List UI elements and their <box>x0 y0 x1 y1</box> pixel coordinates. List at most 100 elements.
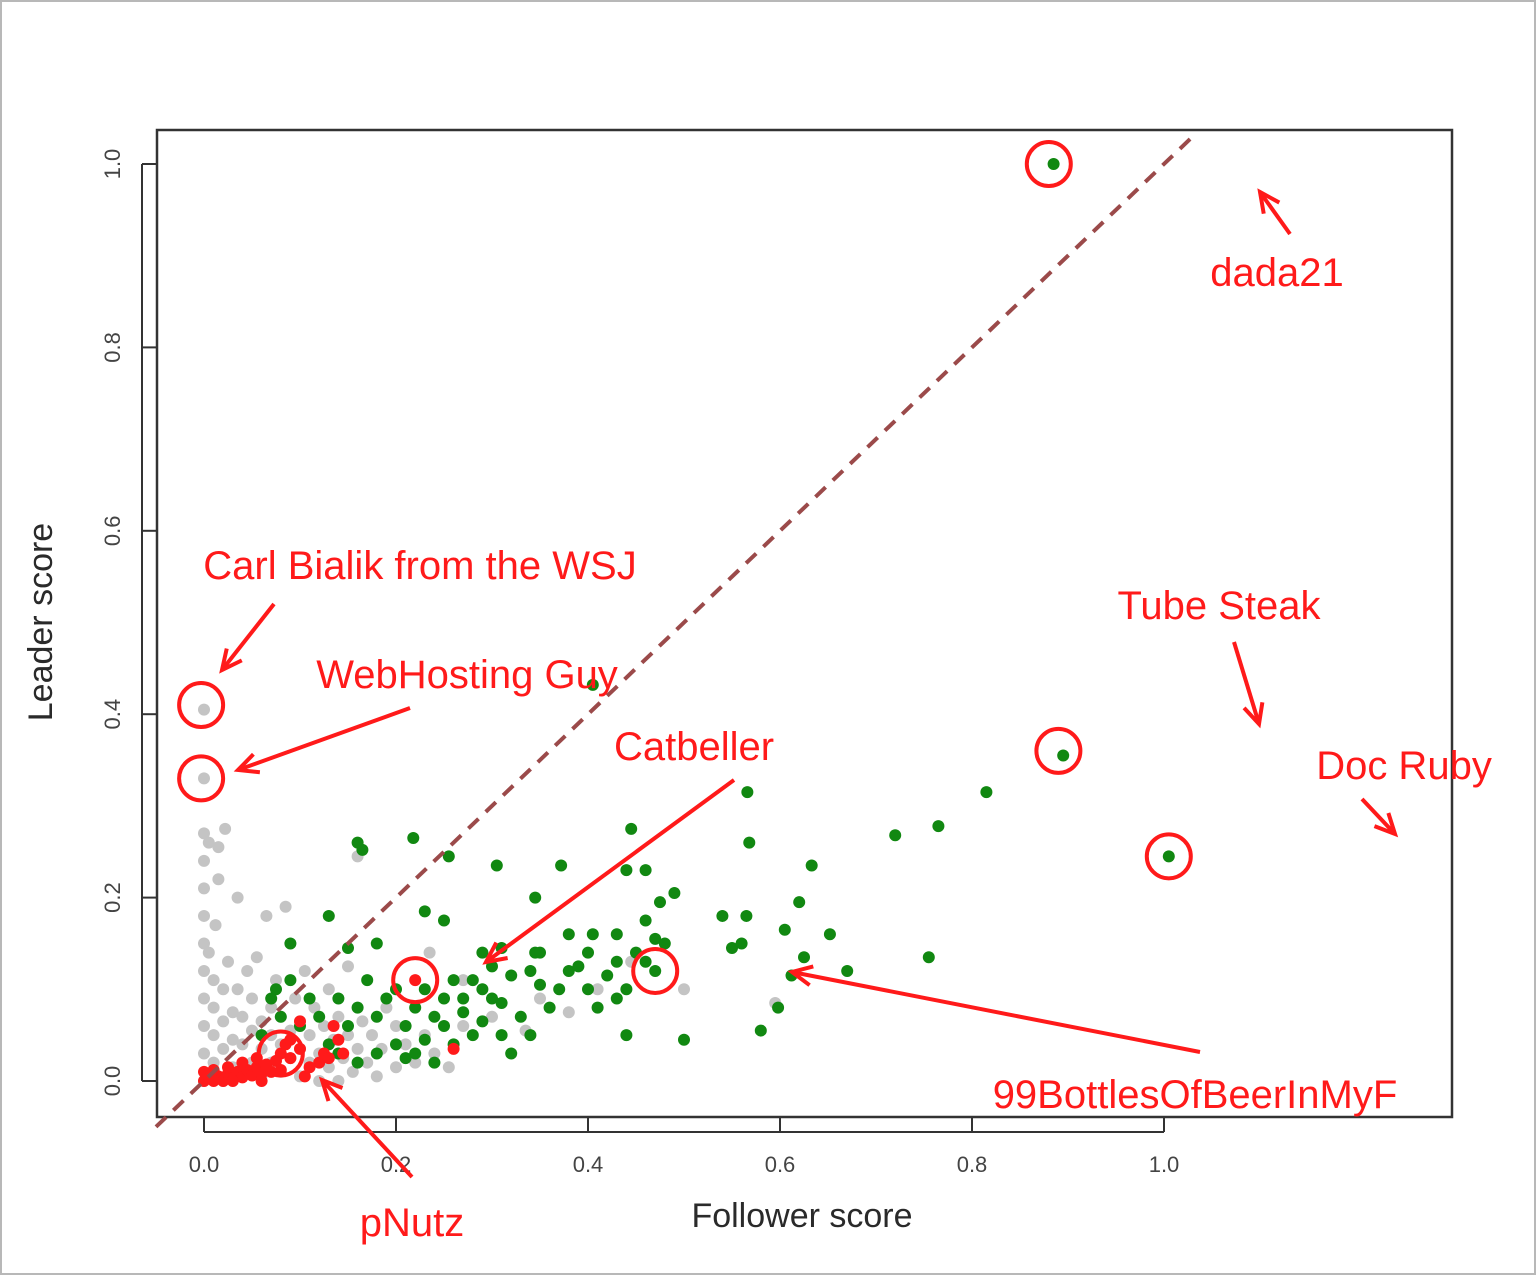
data-point-green <box>601 969 614 982</box>
y-tick-label: 0.6 <box>100 516 125 547</box>
data-point-gray <box>308 1001 321 1014</box>
data-point-gray <box>562 1006 575 1019</box>
data-point-gray <box>289 992 302 1005</box>
data-point-green <box>342 1019 354 1032</box>
data-point-gray <box>207 974 220 987</box>
data-point-green <box>639 914 652 927</box>
data-point-green <box>582 946 594 959</box>
data-point-green <box>534 946 546 959</box>
data-point-green <box>805 859 818 872</box>
annotation-circle <box>631 946 680 995</box>
annotation-arrow <box>220 602 276 672</box>
data-point-gray <box>207 1029 220 1042</box>
data-point-gray <box>442 1061 455 1074</box>
data-point-green <box>524 1029 537 1042</box>
data-point-green <box>442 850 455 863</box>
data-point-gray <box>198 703 210 716</box>
annotations-layer <box>177 140 1399 1179</box>
data-point-green <box>754 1024 767 1037</box>
data-point-green <box>620 1029 633 1042</box>
data-point-green <box>654 896 666 909</box>
data-point-gray <box>226 1033 239 1046</box>
data-point-gray <box>361 1056 374 1069</box>
data-point-green <box>543 1001 556 1014</box>
data-point-gray <box>241 964 254 977</box>
annotation-arrowhead <box>1242 701 1265 729</box>
data-point-green <box>524 964 537 977</box>
data-point-green <box>370 1047 383 1060</box>
annotation-label-carl-bialik: Carl Bialik from the WSJ <box>203 544 636 588</box>
data-point-gray <box>678 983 690 996</box>
data-point-gray <box>207 1001 220 1014</box>
data-point-green <box>649 932 662 945</box>
data-point-green <box>620 864 633 877</box>
data-point-gray <box>231 983 244 996</box>
data-point-gray <box>226 1006 239 1019</box>
data-point-green <box>1057 749 1070 762</box>
annotation-arrow <box>237 706 411 772</box>
data-point-green <box>658 937 671 950</box>
data-point-gray <box>346 1065 359 1078</box>
data-point-green <box>793 896 806 909</box>
data-point-gray <box>342 960 354 973</box>
data-point-green <box>726 942 738 955</box>
y-tick-label: 0.4 <box>100 699 125 730</box>
data-point-green <box>743 836 756 849</box>
annotation-arrow <box>484 778 736 964</box>
data-point-green <box>772 1001 785 1014</box>
data-point-red <box>447 1042 460 1055</box>
data-point-gray <box>423 946 436 959</box>
data-point-gray <box>332 1010 345 1023</box>
data-point-green <box>586 678 599 691</box>
data-point-gray <box>198 992 210 1005</box>
x-axis-title: Follower score <box>691 1197 912 1235</box>
data-point-red <box>322 1052 335 1065</box>
data-point-green <box>778 923 791 936</box>
data-point-red <box>284 1052 297 1065</box>
data-point-green <box>889 829 902 842</box>
data-point-green <box>428 1010 441 1023</box>
data-point-green <box>322 1038 335 1051</box>
data-point-green <box>735 937 748 950</box>
annotation-circle <box>256 1029 305 1078</box>
data-point-green <box>284 974 297 987</box>
annotation-arrowhead <box>482 941 508 965</box>
data-point-green <box>351 1056 364 1069</box>
annotation-label-catbeller: Catbeller <box>614 725 774 769</box>
data-point-gray <box>222 955 234 968</box>
y-tick-label: 1.0 <box>100 149 125 180</box>
data-point-green <box>490 859 503 872</box>
data-point-gray <box>202 946 215 959</box>
annotation-arrowhead <box>787 964 814 987</box>
data-point-green <box>1162 850 1175 863</box>
data-point-red <box>255 1075 268 1087</box>
x-tick-label: 0.0 <box>189 1152 220 1177</box>
data-point-gray <box>534 992 546 1005</box>
data-point-red <box>327 1019 340 1032</box>
data-point-red <box>313 1056 326 1069</box>
x-tick-label: 0.6 <box>765 1152 796 1177</box>
annotation-circle <box>391 956 440 1005</box>
data-point-green <box>620 983 633 996</box>
data-point-red <box>274 1063 287 1076</box>
data-point-green <box>457 1006 470 1019</box>
data-point-gray <box>198 937 210 950</box>
data-point-gray <box>486 1010 498 1023</box>
data-point-gray <box>250 951 263 964</box>
data-point-green <box>529 891 542 904</box>
data-point-green <box>466 974 479 987</box>
annotation-circle <box>1024 140 1073 188</box>
data-point-gray <box>198 1019 210 1032</box>
data-point-gray <box>399 1038 412 1051</box>
data-point-green <box>562 928 575 941</box>
data-point-green <box>649 964 662 977</box>
data-point-green <box>370 1010 383 1023</box>
y-tick-label: 0.2 <box>100 882 125 913</box>
data-point-green <box>591 1001 604 1014</box>
data-point-green <box>476 946 489 959</box>
data-point-green <box>284 937 297 950</box>
data-point-gray <box>303 1029 316 1042</box>
data-point-green <box>553 983 566 996</box>
data-point-green <box>823 928 836 941</box>
